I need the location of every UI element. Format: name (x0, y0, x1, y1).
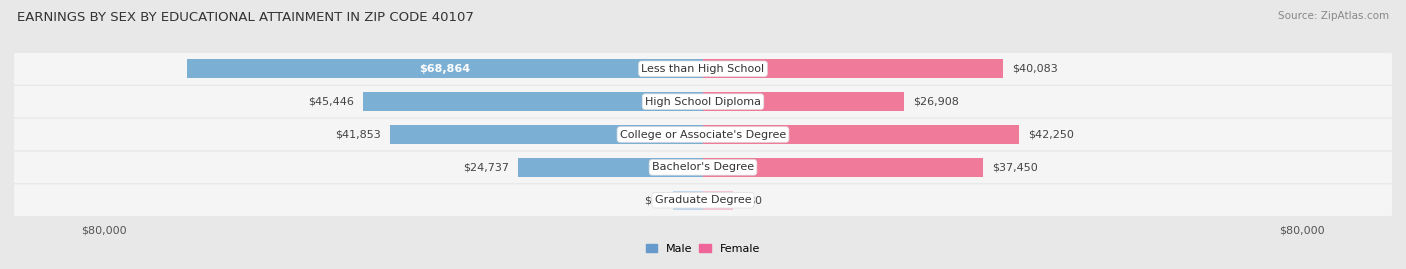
Text: $41,853: $41,853 (335, 129, 381, 140)
Text: $42,250: $42,250 (1028, 129, 1074, 140)
Bar (703, 59, 1002, 78)
Legend: Male, Female: Male, Female (641, 239, 765, 258)
Bar (673, 191, 703, 210)
Bar (703, 191, 733, 210)
Text: Graduate Degree: Graduate Degree (655, 195, 751, 205)
Text: $0: $0 (644, 195, 658, 205)
Bar (363, 92, 703, 111)
FancyBboxPatch shape (14, 185, 1392, 216)
FancyBboxPatch shape (14, 86, 1392, 117)
Bar (703, 125, 1019, 144)
FancyBboxPatch shape (14, 119, 1392, 150)
Bar (703, 92, 904, 111)
Bar (389, 125, 703, 144)
Text: Source: ZipAtlas.com: Source: ZipAtlas.com (1278, 11, 1389, 21)
Text: $0: $0 (748, 195, 762, 205)
FancyBboxPatch shape (14, 53, 1392, 84)
Bar (517, 158, 703, 177)
Text: $24,737: $24,737 (463, 162, 509, 172)
Text: Bachelor's Degree: Bachelor's Degree (652, 162, 754, 172)
Text: $45,446: $45,446 (308, 97, 354, 107)
FancyBboxPatch shape (14, 152, 1392, 183)
Bar (703, 158, 983, 177)
Text: $40,083: $40,083 (1012, 64, 1057, 74)
Text: $68,864: $68,864 (419, 64, 471, 74)
Text: High School Diploma: High School Diploma (645, 97, 761, 107)
Text: Less than High School: Less than High School (641, 64, 765, 74)
Text: $26,908: $26,908 (914, 97, 959, 107)
Text: EARNINGS BY SEX BY EDUCATIONAL ATTAINMENT IN ZIP CODE 40107: EARNINGS BY SEX BY EDUCATIONAL ATTAINMEN… (17, 11, 474, 24)
Text: College or Associate's Degree: College or Associate's Degree (620, 129, 786, 140)
Bar (187, 59, 703, 78)
Text: $37,450: $37,450 (993, 162, 1038, 172)
